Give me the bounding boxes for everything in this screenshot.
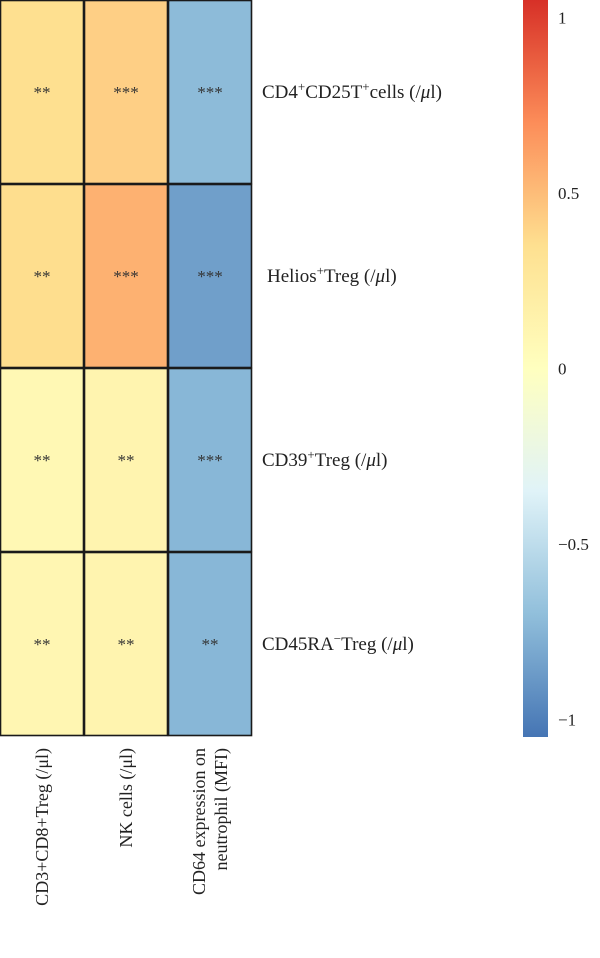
significance-label: *** <box>113 83 139 102</box>
row-label: CD39+Treg (/μl) <box>262 447 387 471</box>
heatmap-cell <box>0 183 85 369</box>
heatmap-cells: ** *** ***** *** ***** ** ***** ** ** <box>0 0 253 737</box>
heatmap-cell <box>83 0 169 185</box>
heatmap-cell <box>0 0 85 185</box>
significance-label: ** <box>34 267 51 286</box>
colorbar-tick-label: −0.5 <box>558 535 589 554</box>
column-label: CD64 expression on <box>189 748 209 895</box>
row-label: Helios+Treg (/μl) <box>267 263 397 287</box>
significance-label: ** <box>34 635 51 654</box>
significance-label: *** <box>113 267 139 286</box>
column-label: neutrophil (MFI) <box>211 748 232 870</box>
colorbar-tick-label: 0 <box>558 360 567 379</box>
significance-label: ** <box>34 83 51 102</box>
significance-label: ** <box>118 635 135 654</box>
heatmap-cell <box>0 551 85 737</box>
column-label: CD3+CD8+Treg (/μl) <box>32 748 53 906</box>
colorbar-tick-label: 0.5 <box>558 184 579 203</box>
heatmap-cell <box>83 183 169 369</box>
column-labels: CD3+CD8+Treg (/μl) NK cells (/μl) CD64 exp… <box>32 748 232 906</box>
heatmap-cell <box>83 367 169 553</box>
significance-label: *** <box>197 451 223 470</box>
row-label: CD45RA−Treg (/μl) <box>262 631 414 655</box>
heatmap-cell <box>83 551 169 737</box>
row-labels: CD4+CD25T+cells (/μl) Helios+Treg (/μl) CD… <box>262 79 442 655</box>
significance-label: ** <box>118 451 135 470</box>
colorbar-tick-label: −1 <box>558 710 576 729</box>
significance-label: ** <box>34 451 51 470</box>
column-label: NK cells (/μl) <box>116 748 137 848</box>
heatmap-cell <box>167 551 253 737</box>
row-label: CD4+CD25T+cells (/μl) <box>262 79 442 103</box>
colorbar: 1 0.5 0 −0.5 −1 <box>523 0 589 737</box>
significance-label: *** <box>197 267 223 286</box>
significance-label: ** <box>202 635 219 654</box>
heatmap-cell <box>167 367 253 553</box>
heatmap-cell <box>167 0 253 185</box>
significance-label: *** <box>197 83 223 102</box>
heatmap-cell <box>167 183 253 369</box>
colorbar-tick-label: 1 <box>558 9 567 28</box>
colorbar-gradient <box>523 0 548 737</box>
heatmap-cell <box>0 367 85 553</box>
